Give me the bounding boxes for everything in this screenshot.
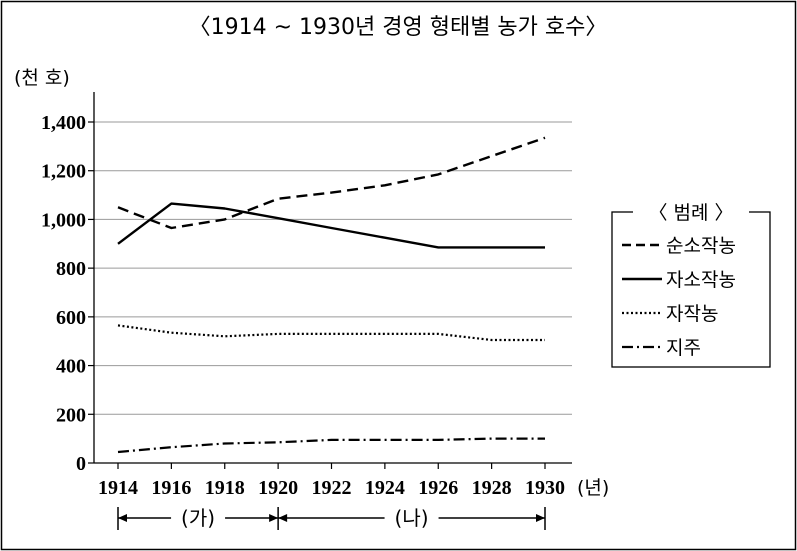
legend-label: 자작농 [666, 303, 718, 325]
period-label: (나) [395, 506, 429, 530]
legend-title-backdrop [633, 198, 749, 226]
y-tick-label: 800 [56, 258, 86, 280]
x-tick-label: 1928 [472, 477, 512, 499]
x-tick-label: 1916 [151, 477, 191, 499]
period-arrowhead [536, 514, 545, 522]
period-brackets: (가) (나) [117, 506, 546, 530]
legend-label: 지주 [666, 337, 701, 359]
y-tick-label: 400 [56, 356, 86, 378]
legend-box [611, 211, 771, 368]
y-tick-label: 1,400 [41, 112, 86, 134]
legend-title: 〈 범례 〉 [648, 202, 733, 224]
period-arrowhead [269, 514, 279, 522]
x-axis-ticks: 1914 1916 1918 1920 1922 1924 1926 1928 1930 [98, 463, 565, 499]
y-tick-label: 600 [56, 307, 86, 329]
axes [93, 92, 572, 464]
legend-label: 순소작농 [666, 235, 736, 257]
period-arrowhead [278, 514, 288, 522]
y-tick-label: 1,200 [41, 161, 86, 183]
x-tick-label: 1922 [312, 477, 352, 499]
gridlines [94, 121, 572, 415]
y-tick-label: 200 [56, 404, 86, 426]
chart-title: 〈1914 ~ 1930년 경영 형태별 농가 호수〉 [189, 15, 608, 40]
x-axis-unit-label: (년) [577, 477, 609, 499]
series-line-dotted [117, 324, 545, 342]
y-axis-ticks: 0 200 400 600 800 1,000 1,200 1,400 [41, 112, 94, 475]
y-tick-label: 1,000 [41, 209, 86, 231]
series-line-dashed [117, 136, 546, 230]
period-arrowhead [118, 514, 127, 522]
series-line-dashdot [117, 437, 545, 454]
series-lines [117, 136, 546, 454]
legend-label: 자소작농 [666, 269, 736, 291]
period-label: (가) [181, 506, 215, 530]
x-tick-label: 1914 [98, 477, 138, 499]
x-tick-label: 1924 [365, 477, 405, 499]
x-tick-label: 1920 [258, 477, 298, 499]
y-axis-unit-label: (천 호) [14, 67, 70, 89]
x-tick-label: 1930 [525, 477, 565, 499]
y-tick-label: 0 [76, 453, 86, 475]
x-tick-label: 1926 [418, 477, 458, 499]
series-line-solid [117, 202, 545, 249]
x-tick-label: 1918 [205, 477, 245, 499]
